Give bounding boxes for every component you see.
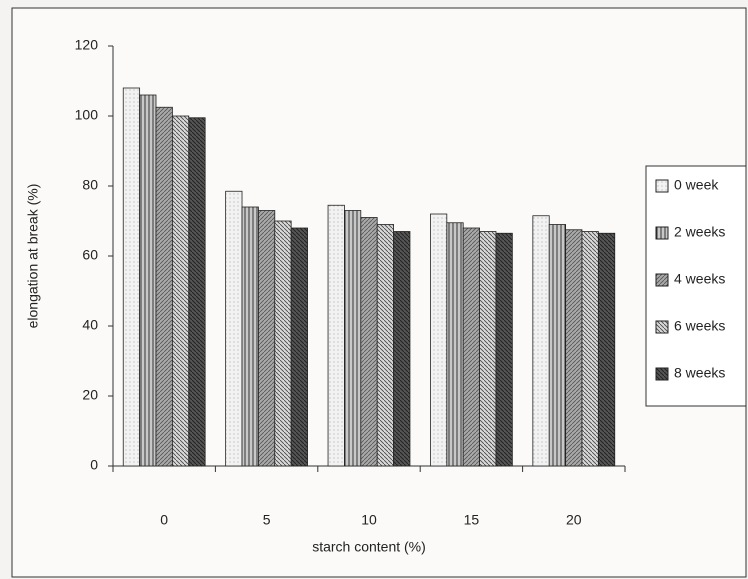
- bar: [327, 204, 345, 467]
- y-tick-label: 80: [82, 177, 98, 193]
- y-tick-label: 120: [75, 37, 99, 53]
- bar: [258, 210, 276, 467]
- bar: [548, 224, 567, 467]
- legend-swatch: [655, 226, 669, 240]
- x-tick-label: 15: [464, 512, 480, 528]
- legend-swatch: [655, 273, 669, 287]
- legend-label: 4 weeks: [674, 271, 725, 287]
- bar: [597, 232, 616, 467]
- legend-label: 0 week: [674, 177, 719, 193]
- bar: [430, 213, 448, 467]
- bar: [495, 232, 513, 467]
- x-axis-label: starch content (%): [312, 539, 426, 555]
- bar: [581, 231, 599, 467]
- y-tick-label: 60: [82, 247, 98, 263]
- bar: [122, 87, 141, 467]
- legend-label: 2 weeks: [674, 224, 725, 240]
- legend-swatch: [655, 320, 669, 334]
- bar: [462, 227, 480, 467]
- bar: [360, 217, 378, 467]
- y-tick-label: 0: [90, 457, 98, 473]
- bar: [155, 106, 173, 467]
- bar: [344, 210, 362, 467]
- y-tick-label: 40: [82, 317, 98, 333]
- bar: [393, 231, 411, 467]
- bar: [241, 206, 259, 467]
- legend-label: 8 weeks: [674, 365, 725, 381]
- bar: [532, 215, 550, 467]
- bar: [565, 229, 583, 467]
- bar: [225, 190, 243, 467]
- y-tick-label: 20: [82, 387, 98, 403]
- bar: [139, 94, 157, 467]
- y-tick-label: 100: [75, 107, 99, 123]
- bar: [290, 227, 308, 467]
- bar: [376, 224, 394, 467]
- x-tick-label: 5: [263, 512, 271, 528]
- bar: [446, 222, 464, 467]
- y-axis-label: elongation at break (%): [25, 184, 41, 329]
- bar: [188, 117, 206, 467]
- x-tick-label: 20: [566, 512, 582, 528]
- x-tick-label: 10: [361, 512, 377, 528]
- legend-swatch: [655, 179, 669, 193]
- legend-swatch: [655, 367, 669, 381]
- x-tick-label: 0: [160, 512, 168, 528]
- bar: [171, 115, 190, 467]
- bar: [274, 220, 292, 467]
- bar: [479, 231, 497, 467]
- legend-label: 6 weeks: [674, 318, 725, 334]
